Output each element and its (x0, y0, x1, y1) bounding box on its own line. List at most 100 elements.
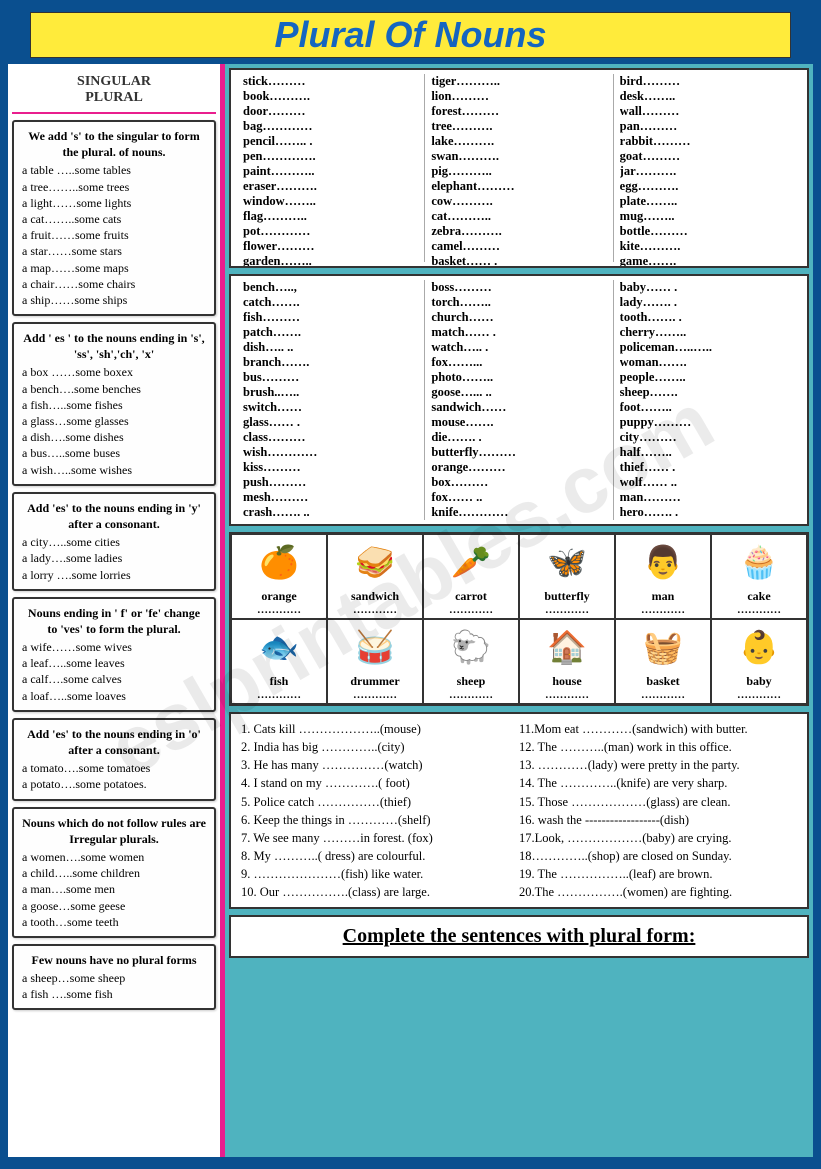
word-item: branch……. (243, 355, 418, 370)
word-item: catch……. (243, 295, 418, 310)
word-item: egg………. (620, 179, 795, 194)
picture-label: sandwich (330, 587, 420, 604)
sentence-item: 5. Police catch ……………(thief) (241, 793, 519, 811)
sentence-item: 3. He has many ……………(watch) (241, 756, 519, 774)
page-container: eslprintables.com Plural Of Nouns SINGUL… (0, 0, 821, 1169)
word-item: cat……….. (431, 209, 606, 224)
word-item: glass…… . (243, 415, 418, 430)
rule-example: a bench….some benches (22, 381, 206, 397)
picture-box: 🍊orange…………🥪sandwich…………🥕carrot…………🦋butt… (229, 532, 809, 706)
picture-cell: 👶baby………… (711, 619, 807, 704)
word-item: swan………. (431, 149, 606, 164)
word-item: tiger……….. (431, 74, 606, 89)
sentence-column: 11.Mom eat …………(sandwich) with butter.12… (519, 720, 797, 901)
sentence-item: 12. The ………..(man) work in this office. (519, 738, 797, 756)
picture-row: 🐟fish…………🥁drummer…………🐑sheep…………🏠house………… (231, 619, 807, 704)
sentence-item: 16. wash the ------------------(dish) (519, 811, 797, 829)
word-item: flower……… (243, 239, 418, 254)
word-item: goose…... .. (431, 385, 606, 400)
word-item: torch…….. (431, 295, 606, 310)
word-item: pot………… (243, 224, 418, 239)
word-item: switch…… (243, 400, 418, 415)
rule-example: a dish….some dishes (22, 429, 206, 445)
picture-blank: ………… (618, 689, 708, 701)
word-item: orange……… (431, 460, 606, 475)
picture-icon: 🥪 (330, 537, 420, 587)
word-item: zebra………. (431, 224, 606, 239)
picture-blank: ………… (330, 604, 420, 616)
rule-box: Add 'es' to the nouns ending in 'o' afte… (12, 718, 216, 801)
word-item: pan……… (620, 119, 795, 134)
word-item: tooth……. . (620, 310, 795, 325)
picture-blank: ………… (234, 604, 324, 616)
rule-example: a man….some men (22, 881, 206, 897)
rule-example: a goose…some geese (22, 898, 206, 914)
page-title: Plural Of Nouns (274, 14, 546, 56)
picture-label: butterfly (522, 587, 612, 604)
word-item: plate…….. (620, 194, 795, 209)
word-item: stick……… (243, 74, 418, 89)
word-item: match…… . (431, 325, 606, 340)
word-item: lake………. (431, 134, 606, 149)
sentence-item: 19. The ……………..(leaf) are brown. (519, 865, 797, 883)
rule-example: a city…..some cities (22, 534, 206, 550)
word-item: brush..….. (243, 385, 418, 400)
word-item: mug…….. (620, 209, 795, 224)
word-item: cherry…….. (620, 325, 795, 340)
right-column: stick………book……….door………bag…………pencil……..… (225, 64, 813, 1157)
picture-cell: 🧁cake………… (711, 534, 807, 619)
picture-cell: 🥕carrot………… (423, 534, 519, 619)
sentence-item: 11.Mom eat …………(sandwich) with butter. (519, 720, 797, 738)
word-item: desk…….. (620, 89, 795, 104)
rule-example: a light……some lights (22, 195, 206, 211)
sentence-item: 17.Look, ………………(baby) are crying. (519, 829, 797, 847)
word-column: stick………book……….door………bag…………pencil……..… (237, 74, 425, 262)
sentence-item: 20.The …………….(women) are fighting. (519, 883, 797, 901)
left-header: SINGULAR PLURAL (12, 68, 216, 114)
rule-title: We add 's' to the singular to form the p… (22, 128, 206, 160)
sentence-item: 7. We see many ………in forest. (fox) (241, 829, 519, 847)
sentence-column: 1. Cats kill ………………..(mouse)2. India has… (241, 720, 519, 901)
word-item: mesh……… (243, 490, 418, 505)
picture-cell: 🥪sandwich………… (327, 534, 423, 619)
sentence-box: 1. Cats kill ………………..(mouse)2. India has… (229, 712, 809, 909)
rule-example: a cat……..some cats (22, 211, 206, 227)
word-item: box……… (431, 475, 606, 490)
picture-row: 🍊orange…………🥪sandwich…………🥕carrot…………🦋butt… (231, 534, 807, 619)
word-item: lady……. . (620, 295, 795, 310)
picture-cell: 🍊orange………… (231, 534, 327, 619)
word-item: garden…….. (243, 254, 418, 268)
word-column: tiger………..lion………forest………tree……….lake……… (425, 74, 613, 262)
sentence-item: 4. I stand on my ………….( foot) (241, 774, 519, 792)
word-item: forest……… (431, 104, 606, 119)
rule-example: a box ……some boxex (22, 364, 206, 380)
picture-icon: 👶 (714, 622, 804, 672)
picture-icon: 👨 (618, 537, 708, 587)
word-item: pencil…….. . (243, 134, 418, 149)
word-item: class……… (243, 430, 418, 445)
rule-example: a tree……..some trees (22, 179, 206, 195)
picture-blank: ………… (618, 604, 708, 616)
word-item: die……. . (431, 430, 606, 445)
picture-blank: ………… (714, 604, 804, 616)
word-item: push……… (243, 475, 418, 490)
word-item: people…….. (620, 370, 795, 385)
picture-icon: 🥁 (330, 622, 420, 672)
word-item: patch……. (243, 325, 418, 340)
picture-label: orange (234, 587, 324, 604)
picture-cell: 🐑sheep………… (423, 619, 519, 704)
word-item: game……. (620, 254, 795, 268)
word-item: mouse……. (431, 415, 606, 430)
word-item: kite………. (620, 239, 795, 254)
rule-box: Nouns ending in ' f' or 'fe' change to '… (12, 597, 216, 712)
word-item: wolf…… .. (620, 475, 795, 490)
picture-blank: ………… (426, 689, 516, 701)
word-item: kiss……… (243, 460, 418, 475)
word-item: puppy……… (620, 415, 795, 430)
word-item: bottle……… (620, 224, 795, 239)
rule-example: a tooth…some teeth (22, 914, 206, 930)
rule-example: a chair……some chairs (22, 276, 206, 292)
instruction-text: Complete the sentences with plural form: (229, 915, 809, 958)
word-item: knife………… (431, 505, 606, 520)
word-item: bag………… (243, 119, 418, 134)
